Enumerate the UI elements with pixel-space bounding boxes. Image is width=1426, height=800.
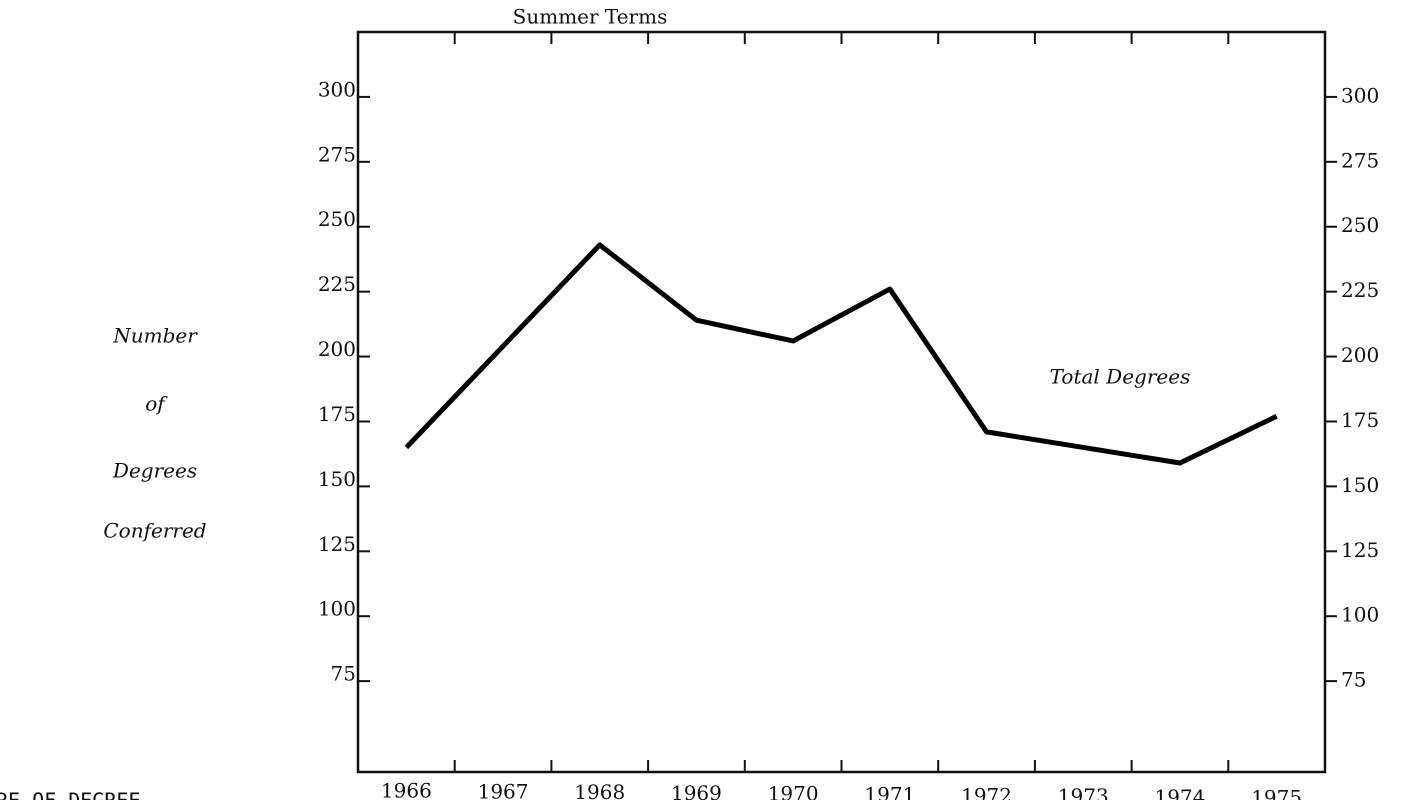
y-tick-label: 275 xyxy=(318,142,356,166)
y2-tick-label: 125 xyxy=(1341,538,1379,562)
y-tick-label: 175 xyxy=(318,402,356,426)
y-tick-label: 125 xyxy=(318,532,356,556)
y-tick-label: 200 xyxy=(318,337,356,361)
y2-tick-label: 225 xyxy=(1341,278,1379,302)
y-axis-label: Number xyxy=(112,324,198,348)
y2-tick-label: 300 xyxy=(1341,83,1379,107)
y2-tick-label: 250 xyxy=(1341,213,1379,237)
x-tick-label: 1973 xyxy=(1058,784,1109,800)
x-tick-label: 1975 xyxy=(1251,786,1302,800)
y-tick-label: 250 xyxy=(318,207,356,231)
chart-title: Summer Terms xyxy=(513,5,668,29)
y-tick-label: 150 xyxy=(318,467,356,491)
x-tick-label: 1968 xyxy=(574,780,625,800)
footer-text: RE OF DEGREE xyxy=(0,789,141,800)
y-axis-label: Conferred xyxy=(103,519,206,543)
x-tick-label: 1970 xyxy=(768,782,819,800)
y-axis-label: of xyxy=(145,392,168,416)
y2-tick-label: 275 xyxy=(1341,148,1379,172)
y-tick-label: 225 xyxy=(318,272,356,296)
y2-tick-label: 175 xyxy=(1341,408,1379,432)
y2-tick-label: 75 xyxy=(1341,668,1366,692)
y-axis-label: Degrees xyxy=(112,459,197,483)
series-label: Total Degrees xyxy=(1050,365,1191,389)
x-tick-label: 1969 xyxy=(671,781,722,800)
y-tick-label: 100 xyxy=(318,597,356,621)
data-line xyxy=(404,242,1278,466)
y2-tick-label: 150 xyxy=(1341,473,1379,497)
x-tick-label: 1972 xyxy=(961,783,1012,800)
x-tick-label: 1971 xyxy=(864,783,915,800)
y2-tick-label: 200 xyxy=(1341,343,1379,367)
y-tick-label: 300 xyxy=(318,77,356,101)
x-tick-label: 1974 xyxy=(1154,785,1205,800)
x-tick-label: 1967 xyxy=(478,779,529,800)
y-tick-label: 75 xyxy=(331,662,356,686)
x-tick-label: 1966 xyxy=(381,779,432,800)
plot-frame xyxy=(356,30,1327,774)
y2-tick-label: 100 xyxy=(1341,603,1379,627)
